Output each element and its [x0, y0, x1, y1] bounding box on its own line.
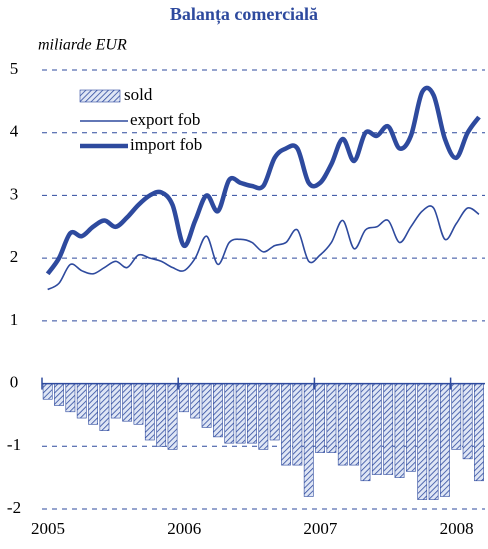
bar — [213, 383, 223, 438]
bar — [394, 383, 405, 478]
bar — [428, 383, 439, 500]
bar — [326, 383, 337, 453]
bar — [281, 383, 291, 466]
y-tick-label: -1 — [7, 435, 21, 454]
bar — [303, 383, 314, 497]
bar — [417, 383, 428, 500]
bar — [224, 383, 235, 444]
bar — [110, 383, 121, 419]
bar — [133, 383, 144, 425]
y-tick-label: 0 — [10, 372, 19, 391]
bar — [474, 383, 484, 482]
y-tick-label: 5 — [10, 59, 19, 78]
x-tick-label: 2007 — [303, 519, 338, 538]
bar — [371, 383, 382, 475]
bar — [247, 383, 257, 444]
bar — [462, 383, 473, 460]
bar — [190, 383, 201, 419]
x-tick-label: 2005 — [31, 519, 65, 538]
bar — [144, 383, 155, 441]
bar — [315, 383, 325, 453]
bar — [269, 383, 280, 441]
bar — [99, 383, 110, 431]
bar — [383, 383, 394, 475]
bar — [235, 383, 246, 444]
legend-label: export fob — [130, 110, 200, 129]
line — [45, 85, 481, 276]
legend-label: import fob — [130, 135, 202, 154]
y-tick-label: -2 — [7, 498, 21, 517]
legend-label: sold — [124, 85, 153, 104]
bar — [360, 383, 371, 482]
bar — [451, 383, 462, 450]
bar — [178, 383, 189, 413]
bar — [76, 383, 87, 419]
bar — [65, 383, 76, 413]
bar — [258, 383, 269, 450]
bar — [349, 383, 360, 466]
bar — [405, 383, 416, 472]
bar — [337, 383, 348, 466]
y-tick-label: 4 — [10, 122, 19, 141]
bar — [54, 383, 64, 406]
bar — [122, 383, 133, 422]
line — [47, 205, 480, 291]
bar — [201, 383, 212, 428]
x-tick-label: 2008 — [440, 519, 474, 538]
x-tick-label: 2006 — [167, 519, 201, 538]
chart-title: Balanța comercială — [170, 4, 318, 25]
y-tick-label: 2 — [10, 247, 19, 266]
bar — [42, 383, 53, 400]
bar — [88, 383, 98, 425]
bar — [156, 383, 167, 447]
y-tick-label: 1 — [10, 310, 19, 329]
bar — [440, 383, 450, 497]
bar — [167, 383, 178, 450]
y-tick-label: 3 — [10, 184, 19, 203]
legend-swatch — [79, 89, 121, 103]
bar — [292, 383, 303, 466]
y-axis-label: miliarde EUR — [38, 37, 127, 54]
